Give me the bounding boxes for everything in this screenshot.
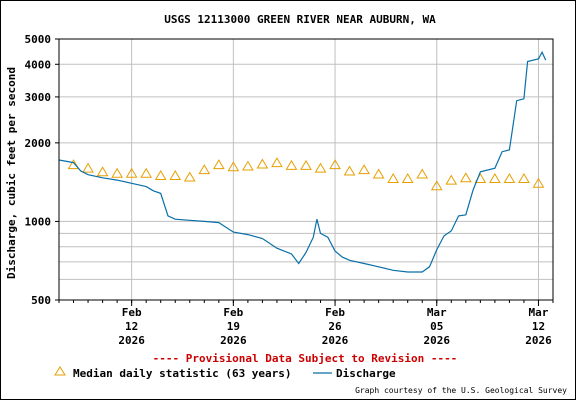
median-marker [271,157,283,168]
y-tick-label: 2000 [25,137,52,150]
y-axis-label: Discharge, cubic feet per second [5,67,18,279]
y-tick-label: 1000 [25,215,52,228]
median-marker [343,165,356,176]
x-axis-ticks: Feb122026Feb192026Feb262026Mar052026Mar1… [58,300,554,347]
x-tick-year: 2026 [322,334,349,347]
y-tick-label: 4000 [25,58,52,71]
median-marker [242,160,254,171]
median-marker [372,168,385,179]
median-marker [532,177,545,188]
x-tick-month: Feb [325,306,345,319]
median-marker [111,167,123,178]
legend: Median daily statistic (63 years) Discha… [54,366,396,380]
x-tick-year: 2026 [118,334,145,347]
x-tick-month: Mar [529,306,549,319]
median-marker [489,173,501,184]
median-marker [518,173,530,184]
x-tick-day: 26 [328,320,342,333]
median-marker [125,167,138,178]
median-marker [183,171,196,182]
median-marker [256,158,269,169]
median-series [67,157,545,191]
legend-median-marker-icon [54,366,66,376]
median-marker [82,162,94,173]
median-marker [459,172,472,183]
median-marker [140,167,153,178]
gridlines [59,39,553,300]
median-marker [212,159,225,170]
x-tick-year: 2026 [525,334,552,347]
median-marker [358,164,370,175]
median-marker [445,174,458,185]
median-marker [430,180,443,191]
x-tick-year: 2026 [424,334,451,347]
median-marker [314,162,327,173]
median-marker [198,164,211,175]
y-tick-label: 500 [31,294,51,307]
median-marker [227,161,240,172]
credit-text: Graph courtesy of the U.S. Geological Su… [355,386,567,395]
x-tick-month: Feb [122,306,142,319]
median-marker [96,166,109,177]
x-tick-month: Mar [427,306,447,319]
y-tick-label: 3000 [25,91,52,104]
median-marker [67,159,80,170]
x-tick-year: 2026 [220,334,247,347]
median-marker [300,159,312,170]
median-marker [401,173,414,184]
x-tick-day: 19 [227,320,240,333]
median-marker [387,173,400,184]
legend-discharge-label: Discharge [336,367,396,380]
y-axis-ticks: 500 1000 2000 3000 4000 5000 [25,33,59,307]
legend-median-label: Median daily statistic (63 years) [73,367,292,380]
median-marker [154,169,167,180]
median-marker [503,173,516,184]
x-tick-day: 12 [532,320,545,333]
chart-title: USGS 12113000 GREEN RIVER NEAR AUBURN, W… [164,13,436,26]
median-marker [416,168,429,179]
provisional-note: ---- Provisional Data Subject to Revisio… [153,352,458,365]
x-tick-day: 05 [430,320,443,333]
y-tick-label: 5000 [25,33,52,46]
x-tick-month: Feb [223,306,243,319]
median-marker [285,159,298,170]
discharge-series-line [58,50,547,273]
median-marker [169,169,182,180]
x-tick-day: 12 [125,320,138,333]
median-marker [329,159,341,170]
plot-area [58,38,554,301]
